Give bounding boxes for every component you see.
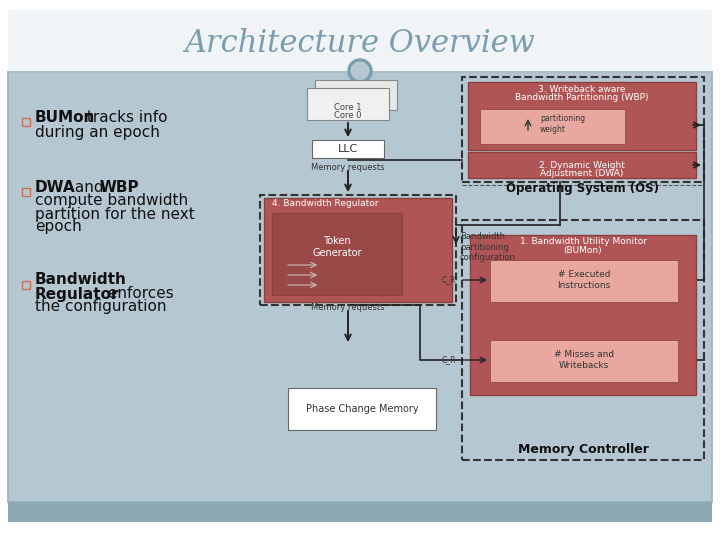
- Bar: [22, 118, 30, 126]
- Text: during an epoch: during an epoch: [35, 125, 160, 139]
- Text: 2. Dynamic Weight: 2. Dynamic Weight: [539, 160, 625, 170]
- Bar: [490, 260, 678, 302]
- Text: Core N-1: Core N-1: [336, 91, 376, 99]
- Text: WBP: WBP: [100, 179, 140, 194]
- Bar: [468, 82, 696, 150]
- Bar: [468, 152, 696, 178]
- Bar: [312, 140, 384, 158]
- Circle shape: [351, 62, 369, 80]
- Bar: [22, 188, 30, 196]
- Bar: [22, 281, 30, 289]
- Text: and: and: [70, 179, 109, 194]
- Bar: [272, 213, 402, 295]
- Bar: [288, 388, 436, 430]
- Bar: [264, 198, 452, 302]
- Bar: [315, 80, 397, 110]
- Text: LLC: LLC: [338, 144, 358, 154]
- Bar: [8, 502, 712, 522]
- Bar: [8, 72, 712, 502]
- Text: # Executed
Instructions: # Executed Instructions: [557, 271, 611, 289]
- Text: Operating System (OS): Operating System (OS): [505, 182, 659, 195]
- Text: epoch: epoch: [35, 219, 82, 234]
- Bar: [307, 88, 389, 120]
- Text: # Misses and
Writebacks: # Misses and Writebacks: [554, 350, 614, 370]
- Text: 1. Bandwidth Utility Monitor: 1. Bandwidth Utility Monitor: [520, 238, 647, 246]
- Text: Bandwidth
partitioning
configuration: Bandwidth partitioning configuration: [460, 232, 516, 262]
- Text: partition for the next: partition for the next: [35, 206, 194, 221]
- Text: C_R: C_R: [441, 275, 456, 285]
- Text: Memory requests: Memory requests: [311, 303, 384, 313]
- Text: enforces: enforces: [103, 287, 174, 301]
- Text: DWA: DWA: [35, 179, 76, 194]
- Text: Memory requests: Memory requests: [311, 163, 384, 172]
- Text: Token
Generator: Token Generator: [312, 236, 361, 258]
- Text: C_R: C_R: [441, 355, 456, 364]
- Text: Phase Change Memory: Phase Change Memory: [306, 404, 418, 414]
- Text: Memory Controller: Memory Controller: [518, 443, 649, 456]
- Text: Bandwidth: Bandwidth: [35, 273, 127, 287]
- Bar: [8, 10, 712, 72]
- Bar: [260, 195, 456, 305]
- Text: Core 1: Core 1: [334, 103, 361, 111]
- Text: (BUMon): (BUMon): [564, 246, 603, 254]
- Text: 4. Bandwidth Regulator: 4. Bandwidth Regulator: [272, 199, 379, 208]
- Text: Architecture Overview: Architecture Overview: [184, 29, 536, 59]
- Text: Adjustment (DWA): Adjustment (DWA): [540, 168, 624, 178]
- Text: compute bandwidth: compute bandwidth: [35, 193, 188, 208]
- Text: Core 0: Core 0: [334, 111, 361, 120]
- Text: tracks info: tracks info: [82, 110, 168, 125]
- Bar: [490, 340, 678, 382]
- Bar: [470, 235, 696, 395]
- Bar: [480, 109, 625, 144]
- Text: the configuration: the configuration: [35, 300, 166, 314]
- Bar: [462, 220, 704, 460]
- Text: Bandwidth Partitioning (WBP): Bandwidth Partitioning (WBP): [516, 92, 649, 102]
- Text: 3. Writeback aware: 3. Writeback aware: [539, 84, 626, 93]
- Bar: [462, 77, 704, 182]
- Text: BUMon: BUMon: [35, 110, 95, 125]
- Text: partitioning
weight: partitioning weight: [540, 114, 585, 134]
- Text: Regulator: Regulator: [35, 287, 120, 301]
